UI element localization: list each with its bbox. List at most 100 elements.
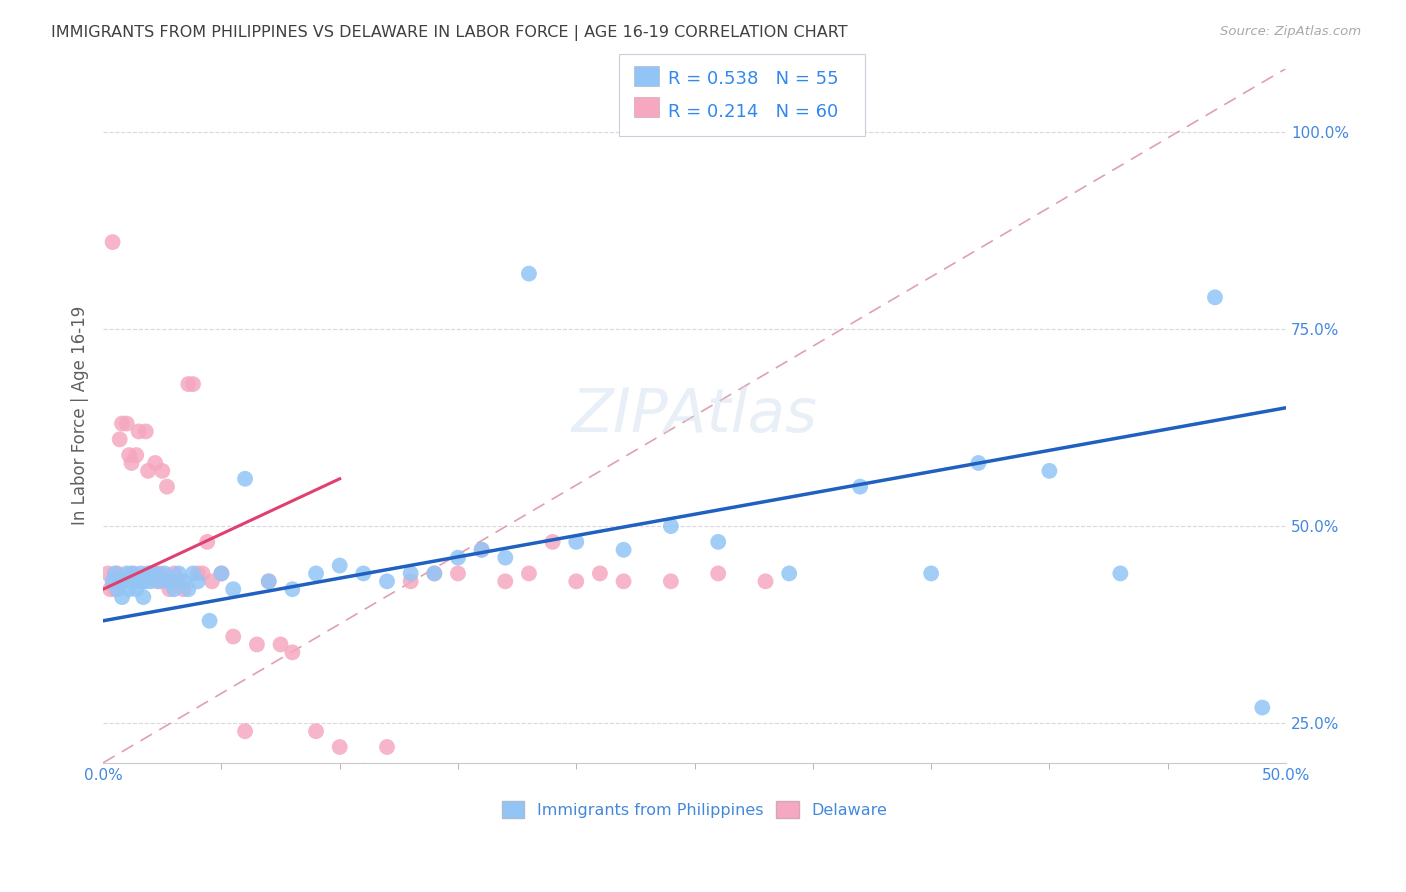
- Text: Source: ZipAtlas.com: Source: ZipAtlas.com: [1220, 25, 1361, 38]
- Y-axis label: In Labor Force | Age 16-19: In Labor Force | Age 16-19: [72, 306, 89, 525]
- Point: [181, 566, 204, 581]
- Point: [233, 472, 256, 486]
- Point: [187, 566, 209, 581]
- Text: R = 0.538   N = 55: R = 0.538 N = 55: [668, 70, 838, 88]
- Point: [128, 574, 150, 589]
- Point: [150, 464, 173, 478]
- Point: [305, 566, 328, 581]
- Point: [167, 566, 190, 581]
- Point: [112, 574, 135, 589]
- Point: [143, 456, 166, 470]
- Point: [104, 566, 127, 581]
- Point: [163, 582, 186, 597]
- Point: [125, 582, 148, 597]
- Point: [136, 464, 159, 478]
- Point: [541, 534, 564, 549]
- Point: [157, 574, 180, 589]
- Point: [129, 566, 152, 581]
- Point: [329, 739, 352, 754]
- Point: [659, 574, 682, 589]
- Point: [399, 574, 422, 589]
- Point: [447, 566, 470, 581]
- Point: [281, 582, 304, 597]
- Point: [121, 456, 143, 470]
- Point: [112, 574, 135, 589]
- Point: [423, 566, 446, 581]
- Point: [1251, 700, 1274, 714]
- Point: [613, 542, 636, 557]
- Point: [471, 542, 494, 557]
- Point: [139, 566, 162, 581]
- Point: [1038, 464, 1060, 478]
- Point: [659, 519, 682, 533]
- Point: [198, 614, 221, 628]
- Point: [849, 480, 872, 494]
- Point: [517, 566, 540, 581]
- Point: [187, 574, 209, 589]
- Point: [122, 566, 145, 581]
- Point: [257, 574, 280, 589]
- Point: [101, 235, 124, 249]
- Point: [122, 574, 145, 589]
- Point: [494, 574, 516, 589]
- Point: [143, 566, 166, 581]
- Point: [423, 566, 446, 581]
- Point: [177, 582, 200, 597]
- Point: [707, 566, 730, 581]
- Point: [375, 739, 398, 754]
- Point: [222, 582, 245, 597]
- Point: [352, 566, 374, 581]
- Point: [222, 630, 245, 644]
- Point: [754, 574, 776, 589]
- Point: [98, 582, 121, 597]
- Point: [233, 724, 256, 739]
- Point: [270, 637, 292, 651]
- Point: [707, 534, 730, 549]
- Point: [305, 724, 328, 739]
- Point: [153, 574, 176, 589]
- Point: [246, 637, 269, 651]
- Point: [135, 425, 157, 439]
- Point: [209, 566, 232, 581]
- Point: [1109, 566, 1132, 581]
- Point: [135, 574, 157, 589]
- Point: [118, 582, 141, 597]
- Point: [149, 566, 172, 581]
- Point: [281, 645, 304, 659]
- Point: [132, 590, 155, 604]
- Point: [104, 582, 127, 597]
- Point: [471, 542, 494, 557]
- Point: [142, 566, 165, 581]
- Point: [129, 574, 152, 589]
- Point: [156, 480, 179, 494]
- Point: [195, 534, 218, 549]
- Point: [967, 456, 990, 470]
- Point: [111, 590, 134, 604]
- Point: [1204, 290, 1226, 304]
- Point: [163, 566, 186, 581]
- Text: ZIPAtlas: ZIPAtlas: [572, 386, 817, 445]
- Point: [149, 574, 172, 589]
- Point: [352, 764, 374, 778]
- Point: [115, 417, 138, 431]
- Point: [97, 566, 120, 581]
- Point: [108, 574, 131, 589]
- Point: [139, 574, 162, 589]
- Text: IMMIGRANTS FROM PHILIPPINES VS DELAWARE IN LABOR FORCE | AGE 16-19 CORRELATION C: IMMIGRANTS FROM PHILIPPINES VS DELAWARE …: [51, 25, 848, 41]
- Point: [177, 377, 200, 392]
- Point: [108, 433, 131, 447]
- Point: [173, 574, 195, 589]
- Point: [399, 566, 422, 581]
- Point: [167, 574, 190, 589]
- Point: [136, 566, 159, 581]
- Point: [375, 574, 398, 589]
- Point: [173, 582, 195, 597]
- Point: [121, 566, 143, 581]
- Point: [105, 566, 128, 581]
- Point: [209, 566, 232, 581]
- Point: [146, 574, 169, 589]
- Point: [115, 566, 138, 581]
- Point: [920, 566, 942, 581]
- Text: R = 0.214   N = 60: R = 0.214 N = 60: [668, 103, 838, 120]
- Point: [613, 574, 636, 589]
